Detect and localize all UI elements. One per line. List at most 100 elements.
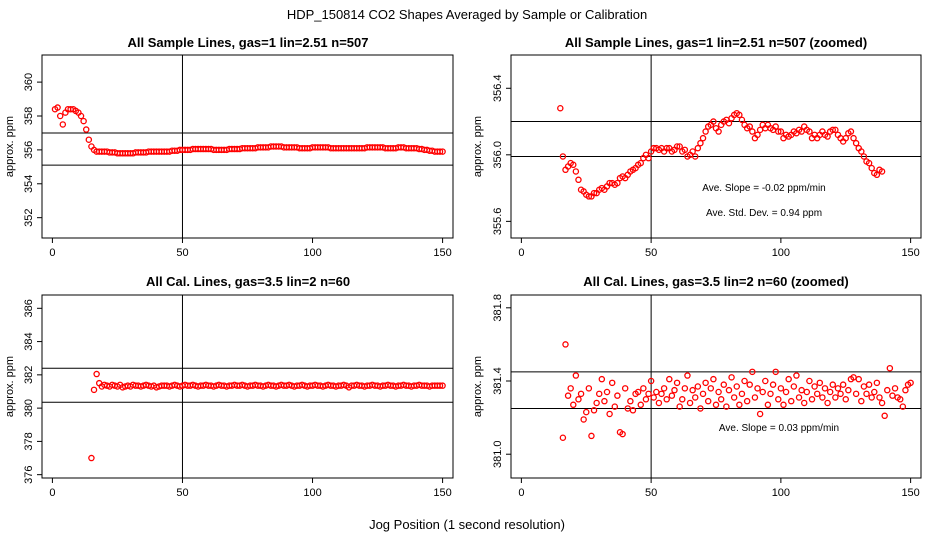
data-point bbox=[725, 119, 733, 127]
y-axis-label: approx. ppm bbox=[4, 356, 16, 417]
data-point bbox=[821, 385, 829, 392]
data-point bbox=[559, 153, 567, 160]
data-point bbox=[619, 430, 626, 438]
data-point bbox=[759, 388, 766, 396]
y-tick-label: 358 bbox=[23, 107, 35, 125]
data-point bbox=[557, 104, 564, 112]
data-point bbox=[702, 379, 709, 387]
data-point bbox=[749, 128, 756, 135]
y-tick-label: 381.4 bbox=[492, 367, 504, 395]
data-point bbox=[725, 386, 733, 394]
data-point bbox=[614, 392, 621, 399]
data-point bbox=[832, 394, 839, 401]
data-point bbox=[780, 401, 787, 409]
data-point bbox=[694, 383, 702, 390]
data-point bbox=[710, 375, 717, 383]
y-tick-label: 380 bbox=[23, 399, 35, 417]
y-tick-label: 384 bbox=[23, 332, 35, 350]
data-point bbox=[707, 385, 715, 392]
data-point bbox=[699, 134, 707, 142]
data-point bbox=[645, 154, 652, 162]
x-tick-label: 150 bbox=[901, 247, 919, 259]
data-point bbox=[601, 397, 608, 405]
data-point bbox=[777, 128, 785, 135]
data-point bbox=[852, 139, 860, 147]
data-point bbox=[645, 390, 652, 398]
data-point bbox=[772, 368, 779, 376]
data-point bbox=[907, 379, 914, 387]
x-tick-label: 50 bbox=[176, 487, 188, 499]
data-point bbox=[798, 386, 805, 394]
data-point bbox=[85, 136, 93, 143]
data-point bbox=[676, 143, 683, 150]
data-point bbox=[730, 394, 738, 401]
data-point bbox=[738, 390, 746, 398]
data-point bbox=[738, 116, 746, 124]
data-point bbox=[790, 383, 798, 390]
data-point bbox=[743, 397, 751, 405]
x-tick-label: 100 bbox=[303, 247, 321, 259]
data-point bbox=[808, 396, 816, 403]
data-point bbox=[756, 410, 764, 418]
plot-area: 0 50 100 150 352 354 356 358 360 bbox=[23, 55, 453, 259]
data-point bbox=[588, 432, 595, 440]
plot-area: 0 50 100 150 355.6 356.0 356.4 bbox=[492, 55, 921, 259]
figure-title: HDP_150814 CO2 Shapes Averaged by Sample… bbox=[287, 7, 647, 22]
x-tick-label: 100 bbox=[772, 487, 790, 499]
data-point bbox=[736, 401, 743, 409]
panel-sample-lines-zoomed: All Sample Lines, gas=1 lin=2.51 n=507 (… bbox=[472, 35, 922, 259]
y-tick-label: 381.8 bbox=[492, 294, 504, 322]
data-point bbox=[793, 372, 800, 379]
plot-box bbox=[41, 54, 454, 239]
data-point bbox=[710, 118, 717, 125]
data-point bbox=[627, 397, 634, 405]
data-point bbox=[694, 144, 702, 152]
panel-cal-lines-zoomed: All Cal. Lines, gas=3.5 lin=2 n=60 (zoom… bbox=[472, 274, 922, 499]
data-point bbox=[603, 388, 611, 396]
data-point bbox=[720, 381, 728, 388]
data-point bbox=[590, 189, 598, 197]
data-point bbox=[712, 401, 720, 409]
data-point bbox=[899, 403, 907, 410]
data-point bbox=[614, 179, 621, 187]
data-point bbox=[671, 386, 678, 394]
data-point bbox=[865, 381, 873, 388]
data-point bbox=[593, 399, 600, 407]
data-point bbox=[736, 111, 743, 119]
data-point bbox=[746, 381, 753, 388]
data-point bbox=[611, 403, 619, 410]
data-point bbox=[829, 126, 837, 134]
data-point bbox=[829, 381, 837, 388]
data-point bbox=[868, 164, 875, 172]
data-point bbox=[873, 171, 881, 179]
data-point bbox=[697, 405, 704, 412]
data-point bbox=[637, 401, 644, 409]
y-axis-label: approx. ppm bbox=[4, 116, 16, 177]
data-point bbox=[681, 385, 689, 392]
data-point bbox=[751, 394, 759, 401]
data-point bbox=[824, 399, 831, 407]
data-point bbox=[436, 148, 444, 155]
data-point bbox=[878, 399, 886, 407]
data-point bbox=[595, 390, 603, 398]
data-point bbox=[572, 372, 580, 379]
plot-area: 0 50 100 150 376 378 380 382 384 386 bbox=[23, 295, 453, 499]
data-point bbox=[666, 375, 673, 383]
data-point bbox=[860, 153, 868, 160]
data-point bbox=[741, 377, 748, 385]
data-point bbox=[878, 168, 886, 175]
data-point bbox=[842, 396, 849, 403]
data-point bbox=[673, 379, 681, 387]
data-point bbox=[806, 128, 813, 135]
data-point bbox=[891, 385, 899, 392]
plot-area: 0 50 100 150 381.0 381.4 381.8 bbox=[492, 294, 921, 499]
y-tick-label: 352 bbox=[23, 208, 35, 226]
data-point bbox=[860, 383, 868, 390]
y-tick-label: 376 bbox=[23, 465, 35, 483]
data-point bbox=[653, 388, 660, 396]
data-point bbox=[826, 388, 834, 396]
x-tick-label: 150 bbox=[433, 247, 451, 259]
data-point bbox=[785, 375, 792, 383]
data-point bbox=[679, 396, 686, 403]
